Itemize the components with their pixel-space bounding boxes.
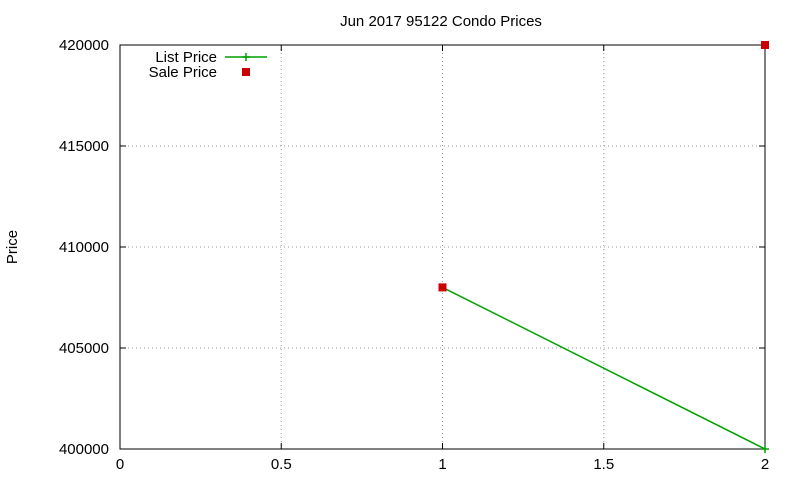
sale-price-point: [438, 283, 447, 292]
ticks: 0 0.5 1 1.5 2 400000 405000 410000 415000 420000: [59, 37, 769, 473]
grid: [120, 45, 765, 449]
legend-marker-sale-price: [242, 68, 250, 76]
y-tick-label: 400000: [59, 441, 109, 458]
x-tick-label: 1.5: [593, 456, 614, 473]
y-tick-label: 410000: [59, 239, 109, 256]
y-tick-label: 405000: [59, 340, 109, 357]
y-axis-label: Price: [4, 230, 21, 264]
x-tick-label: 0: [116, 456, 124, 473]
chart-title: Jun 2017 95122 Condo Prices: [340, 13, 542, 30]
legend-label-sale-price: Sale Price: [149, 64, 217, 81]
x-tick-label: 1: [438, 456, 446, 473]
sale-price-point: [761, 41, 769, 49]
list-price-line: [442, 286, 766, 450]
list-price-point: [761, 445, 769, 453]
series: [438, 41, 769, 453]
x-tick-label: 0.5: [271, 456, 292, 473]
y-tick-label: 415000: [59, 138, 109, 155]
legend-label-list-price: List Price: [155, 49, 217, 66]
legend-marker-list-price: [242, 53, 250, 61]
x-tick-label: 2: [761, 456, 769, 473]
y-tick-label: 420000: [59, 37, 109, 54]
